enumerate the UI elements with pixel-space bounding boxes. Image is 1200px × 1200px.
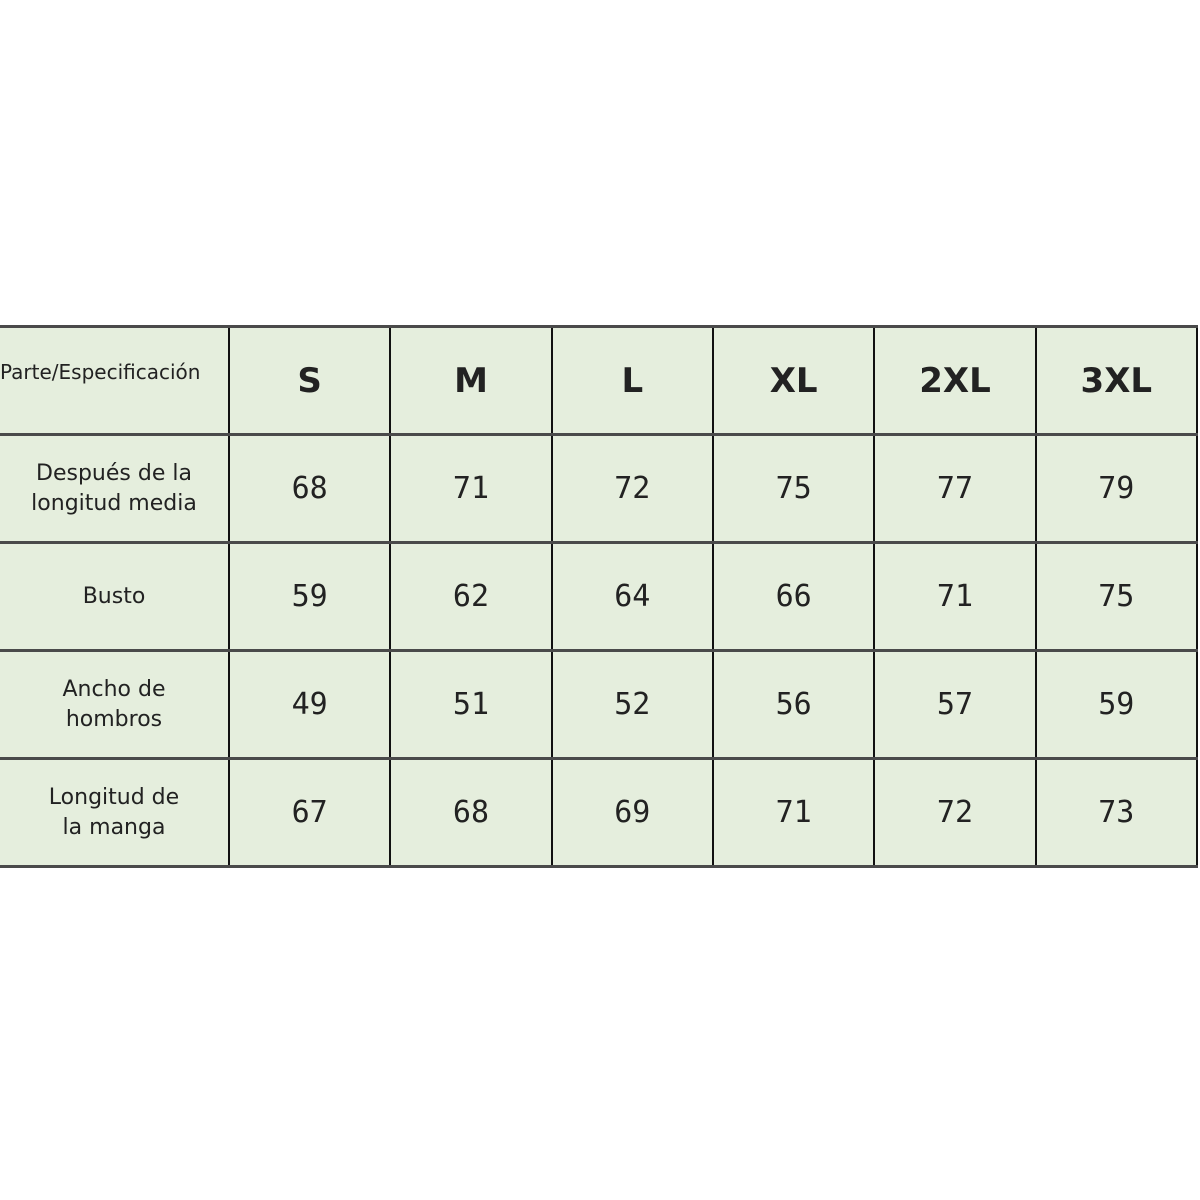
table-cell: 52 — [550, 649, 714, 760]
table-cell: 57 — [873, 649, 1037, 760]
table-cell: 56 — [711, 649, 876, 760]
table-cell: 72 — [550, 433, 714, 544]
table-cell: 72 — [873, 757, 1037, 868]
corner-label: Parte/Especificación — [0, 325, 230, 436]
table-cell: 59 — [1034, 649, 1199, 760]
header-row: Parte/Especificación S M L XL 2XL 3XL — [0, 325, 1199, 436]
table-cell: 64 — [550, 541, 714, 652]
table-cell: 67 — [227, 757, 392, 868]
table-cell: 69 — [550, 757, 714, 868]
table-row: Longitud de la manga 67 68 69 71 72 73 — [0, 757, 1199, 868]
table-cell: 73 — [1034, 757, 1199, 868]
table-row: Después de la longitud media 68 71 72 75… — [0, 433, 1199, 544]
table-row: Busto 59 62 64 66 71 75 — [0, 541, 1199, 652]
table-cell: 75 — [711, 433, 876, 544]
row-label: Longitud de la manga — [0, 757, 230, 868]
size-header: L — [550, 325, 714, 436]
table-cell: 71 — [389, 433, 553, 544]
size-header: 2XL — [873, 325, 1037, 436]
table-cell: 66 — [711, 541, 876, 652]
size-header: S — [227, 325, 392, 436]
table-cell: 71 — [711, 757, 876, 868]
row-label: Ancho de hombros — [0, 649, 230, 760]
size-header: M — [389, 325, 553, 436]
table-cell: 68 — [227, 433, 392, 544]
size-header: XL — [711, 325, 876, 436]
table-cell: 71 — [873, 541, 1037, 652]
size-chart-table: Parte/Especificación S M L XL 2XL 3XL De… — [0, 325, 1199, 868]
table-row: Ancho de hombros 49 51 52 56 57 59 — [0, 649, 1199, 760]
table-cell: 68 — [389, 757, 553, 868]
table-cell: 49 — [227, 649, 392, 760]
table-cell: 79 — [1034, 433, 1199, 544]
table-cell: 75 — [1034, 541, 1199, 652]
row-label: Busto — [0, 541, 230, 652]
table-cell: 59 — [227, 541, 392, 652]
table-cell: 77 — [873, 433, 1037, 544]
size-header: 3XL — [1034, 325, 1199, 436]
table-cell: 62 — [389, 541, 553, 652]
row-label: Después de la longitud media — [0, 433, 230, 544]
table-cell: 51 — [389, 649, 553, 760]
